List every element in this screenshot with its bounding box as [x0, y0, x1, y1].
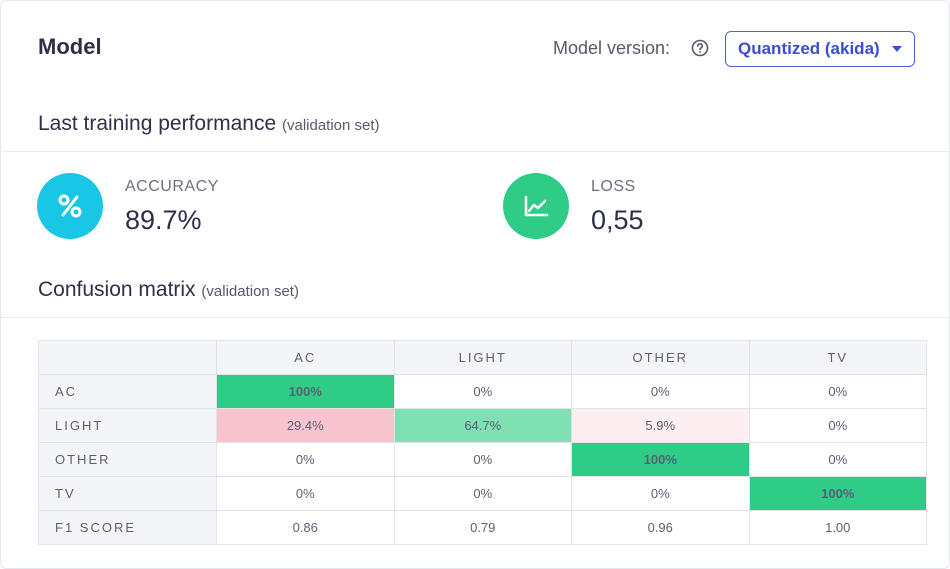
matrix-cell: 29.4% — [216, 408, 395, 443]
matrix-cell: 0% — [393, 374, 572, 409]
column-header: AC — [216, 340, 395, 375]
model-version-label: Model version: — [553, 38, 671, 58]
f1-cell: 0.96 — [571, 510, 750, 545]
column-header: TV — [748, 340, 927, 375]
table-row: OTHER 0% 0% 100% 0% — [38, 442, 927, 477]
performance-title: Last training performance — [38, 112, 277, 135]
confusion-matrix: AC LIGHT OTHER TV AC 100% 0% 0% 0% LIGHT… — [38, 340, 927, 545]
performance-subtitle: (validation set) — [281, 117, 380, 134]
table-row: LIGHT 29.4% 64.7% 5.9% 0% — [38, 408, 927, 443]
table-row: TV 0% 0% 0% 100% — [38, 476, 927, 511]
matrix-cell: 0% — [393, 442, 572, 477]
performance-heading: Last training performance (validation se… — [38, 112, 380, 136]
row-header: AC — [38, 374, 217, 409]
matrix-cell: 0% — [748, 374, 927, 409]
matrix-cell: 0% — [748, 408, 927, 443]
matrix-cell: 0% — [216, 442, 395, 477]
corner-cell — [38, 340, 217, 375]
column-header: LIGHT — [393, 340, 572, 375]
matrix-cell: 100% — [571, 442, 750, 477]
f1-cell: 1.00 — [748, 510, 927, 545]
row-header: LIGHT — [38, 408, 217, 443]
model-version-dropdown[interactable]: Quantized (akida) — [725, 31, 915, 67]
matrix-cell: 0% — [393, 476, 572, 511]
matrix-cell: 5.9% — [571, 408, 750, 443]
matrix-cell: 0% — [571, 476, 750, 511]
help-icon[interactable] — [691, 39, 709, 57]
matrix-cell: 0% — [216, 476, 395, 511]
f1-score-row: F1 SCORE 0.86 0.79 0.96 1.00 — [38, 510, 927, 545]
matrix-cell: 0% — [748, 442, 927, 477]
accuracy-label: ACCURACY — [125, 178, 219, 195]
confusion-heading: Confusion matrix (validation set) — [38, 278, 299, 302]
f1-cell: 0.79 — [393, 510, 572, 545]
table-row: AC 100% 0% 0% 0% — [38, 374, 927, 409]
page-title: Model — [38, 34, 102, 59]
matrix-cell: 100% — [216, 374, 395, 409]
matrix-cell: 100% — [748, 476, 927, 511]
loss-value: 0,55 — [591, 205, 644, 235]
f1-cell: 0.86 — [216, 510, 395, 545]
loss-label: LOSS — [591, 178, 636, 195]
column-header: OTHER — [571, 340, 750, 375]
confusion-subtitle: (validation set) — [201, 283, 299, 300]
divider — [1, 151, 949, 152]
model-version-value: Quantized (akida) — [738, 39, 880, 58]
row-header: TV — [38, 476, 217, 511]
percent-icon — [37, 173, 103, 239]
matrix-cell: 0% — [571, 374, 750, 409]
accuracy-value: 89.7% — [125, 205, 202, 235]
chart-line-icon — [503, 173, 569, 239]
divider — [1, 317, 949, 318]
row-header: OTHER — [38, 442, 217, 477]
matrix-cell: 64.7% — [393, 408, 572, 443]
caret-down-icon — [892, 46, 902, 52]
row-header: F1 SCORE — [38, 510, 217, 545]
header-row: AC LIGHT OTHER TV — [38, 340, 927, 375]
confusion-title: Confusion matrix — [38, 278, 196, 301]
